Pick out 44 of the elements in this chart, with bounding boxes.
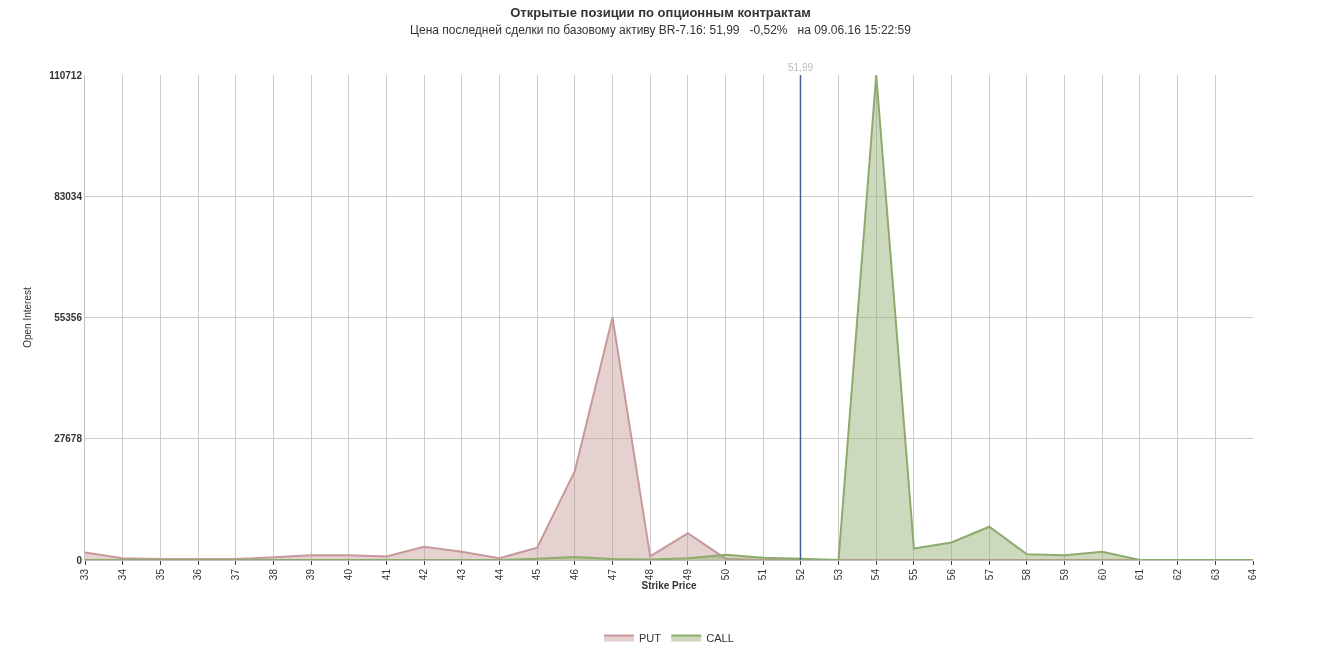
x-tick-label: 62 xyxy=(1171,568,1183,581)
x-tick-label: 54 xyxy=(870,568,882,581)
x-tick-label: 43 xyxy=(456,568,468,581)
x-tick-label: 45 xyxy=(531,568,543,581)
x-tick-label: 39 xyxy=(305,568,317,581)
x-tick-label: 52 xyxy=(795,568,807,581)
x-tick-label: 61 xyxy=(1134,568,1146,581)
y-axis-title: Open Interest xyxy=(22,286,34,348)
y-tick-label: 55356 xyxy=(54,312,83,323)
x-tick-label: 44 xyxy=(493,568,505,581)
x-tick-label: 57 xyxy=(983,568,995,581)
x-tick-label: 40 xyxy=(342,568,354,581)
x-tick-label: 41 xyxy=(380,568,392,581)
chart-subtitle: Цена последней сделки по базовому активу BR-7.16: 51,99 -0,52% на 09.06.16 15:22:59 xyxy=(410,22,912,37)
x-tick-label: 36 xyxy=(192,568,204,581)
x-tick-label: 53 xyxy=(832,568,844,581)
x-tick-label: 42 xyxy=(418,568,430,581)
legend-label: PUT xyxy=(639,631,662,644)
x-tick-label: 38 xyxy=(267,568,279,581)
x-tick-label: 55 xyxy=(908,568,920,581)
x-tick-label: 63 xyxy=(1209,568,1221,581)
y-tick-label: 83034 xyxy=(54,190,83,202)
x-tick-label: 56 xyxy=(945,568,957,581)
x-tick-label: 46 xyxy=(569,568,581,581)
x-tick-label: 34 xyxy=(116,568,128,581)
ref-line-label: 51,99 xyxy=(788,62,814,73)
x-tick-label: 51 xyxy=(757,568,769,581)
x-tick-label: 49 xyxy=(682,568,694,581)
y-tick-label: 27678 xyxy=(54,433,83,445)
x-tick-label: 47 xyxy=(606,568,618,581)
legend-label: CALL xyxy=(706,631,734,644)
y-tick-label: 110712 xyxy=(49,69,83,81)
x-tick-label: 64 xyxy=(1247,568,1259,581)
x-tick-label: 48 xyxy=(644,568,656,581)
x-axis-title: Strike Price xyxy=(641,580,697,592)
x-tick-label: 58 xyxy=(1021,568,1033,581)
x-tick-label: 59 xyxy=(1058,568,1070,581)
x-tick-label: 37 xyxy=(229,568,241,581)
chart-title: Открытые позиции по опционным контрактам xyxy=(510,4,811,20)
x-tick-label: 50 xyxy=(719,568,731,581)
x-tick-label: 33 xyxy=(79,568,91,581)
x-tick-label: 35 xyxy=(154,568,166,581)
y-tick-label: 0 xyxy=(76,554,83,566)
x-tick-label: 60 xyxy=(1096,568,1108,581)
